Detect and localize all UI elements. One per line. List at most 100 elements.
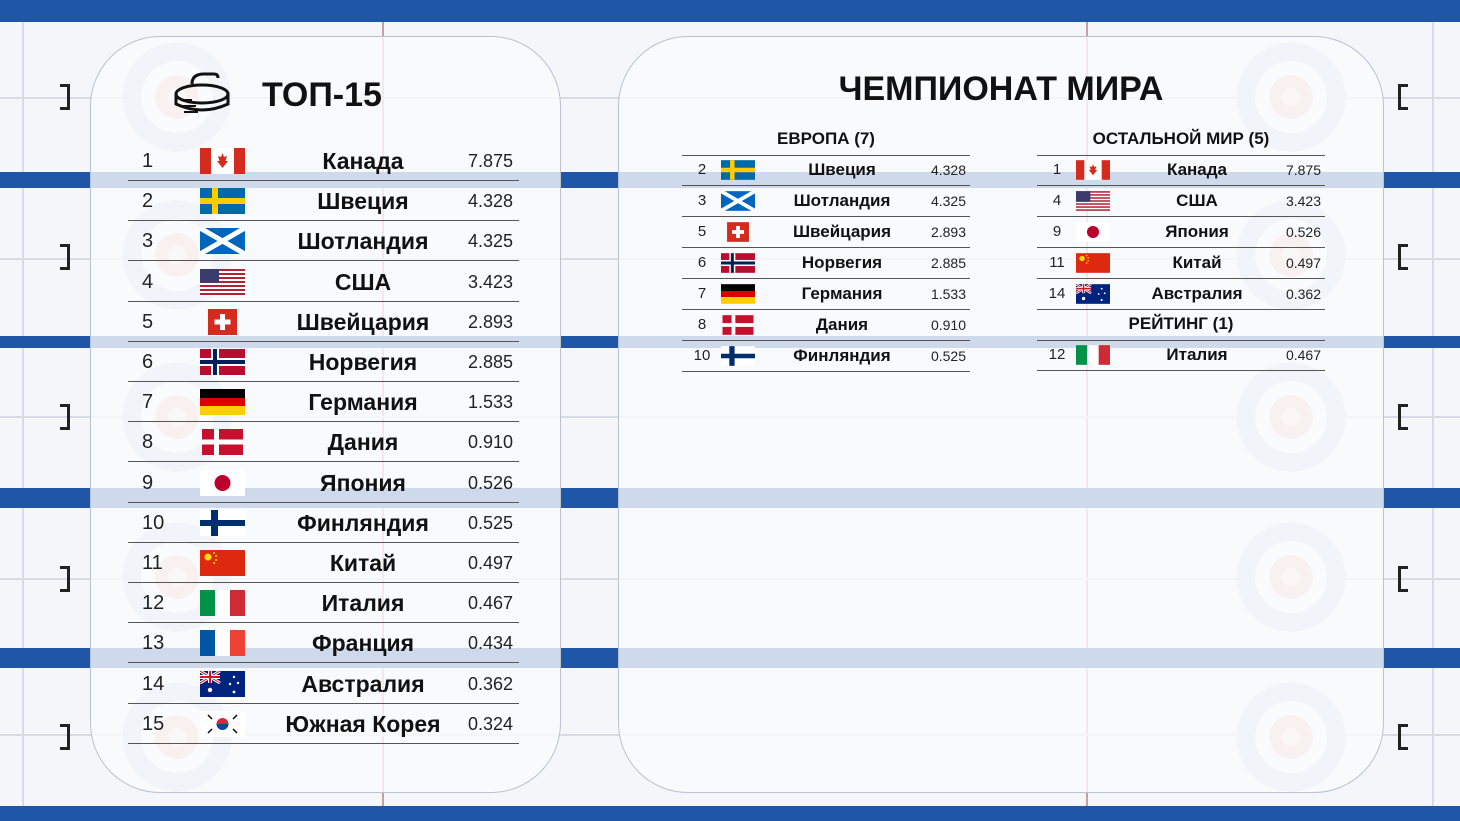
japan-flag-icon <box>1076 222 1110 242</box>
ranking-row: 2 Швеция 4.328 <box>682 155 970 186</box>
rank-number: 12 <box>142 592 165 615</box>
country-name: Дания <box>327 429 399 456</box>
rating-value: 3.423 <box>1285 193 1321 209</box>
switzerland-flag-icon <box>721 222 755 242</box>
group-top-rule <box>682 155 970 156</box>
ranking-row: 14 Австралия 0.362 <box>128 664 519 704</box>
country-name: Канада <box>1166 160 1227 179</box>
country-name: США <box>334 268 392 295</box>
canada-flag-icon <box>1076 160 1110 180</box>
denmark-flag-icon <box>721 315 755 335</box>
ranking-row: 11 Китай 0.497 <box>1037 248 1325 279</box>
finland-flag-icon <box>200 509 245 536</box>
rank-number: 2 <box>697 161 707 178</box>
rank-number: 9 <box>142 471 154 494</box>
country-name: Германия <box>801 284 883 303</box>
rating-value: 4.328 <box>467 191 513 212</box>
country-name: Финляндия <box>297 509 429 536</box>
rating-value: 3.423 <box>467 271 513 292</box>
rank-number: 4 <box>1052 192 1062 209</box>
ranking-row: 9 Япония 0.526 <box>1037 217 1325 248</box>
championship-title: ЧЕМПИОНАТ МИРА <box>838 70 1164 108</box>
sweden-flag-icon <box>721 160 755 180</box>
rating-value: 2.885 <box>930 255 966 271</box>
rank-number: 5 <box>697 223 707 240</box>
rating-value: 0.526 <box>1285 224 1321 240</box>
rating-value: 1.533 <box>930 286 966 302</box>
rank-number: 13 <box>142 632 165 655</box>
rating-value: 0.467 <box>1285 347 1321 363</box>
ranking-row: 11 Китай 0.497 <box>128 543 519 583</box>
scotland-flag-icon <box>200 228 245 255</box>
rating-group-title: РЕЙТИНГ (1) <box>1128 314 1234 333</box>
ranking-row: 15 Южная Корея 0.324 <box>128 704 519 744</box>
group-top-rule <box>1037 340 1325 341</box>
rating-value: 0.497 <box>1285 255 1321 271</box>
rating-value: 0.525 <box>467 512 513 533</box>
italy-flag-icon <box>1076 345 1110 365</box>
china-flag-icon <box>1076 253 1110 273</box>
ranking-row: 7 Германия 1.533 <box>128 382 519 423</box>
curling-stone-icon <box>172 70 232 118</box>
switzerland-flag-icon <box>200 308 245 335</box>
ranking-row: 2 Швеция 4.328 <box>128 181 519 222</box>
ranking-row: 5 Швейцария 2.893 <box>682 217 970 248</box>
rank-number: 7 <box>142 391 154 414</box>
ranking-row: 9 Япония 0.526 <box>128 463 519 503</box>
rating-value: 2.893 <box>467 311 513 332</box>
rating-value: 0.362 <box>467 673 513 694</box>
ranking-row: 8 Дания 0.910 <box>128 422 519 463</box>
rank-number: 9 <box>1052 223 1062 240</box>
denmark-flag-icon <box>200 429 245 456</box>
rank-number: 4 <box>142 270 154 293</box>
rank-number: 8 <box>142 431 154 454</box>
championship-panel <box>618 36 1384 793</box>
rating-value: 1.533 <box>467 392 513 413</box>
country-name: Норвегия <box>308 349 418 375</box>
usa-flag-icon <box>1076 191 1110 211</box>
norway-flag-icon <box>200 349 245 375</box>
rating-value: 4.328 <box>930 162 966 178</box>
ranking-row: 12 Италия 0.467 <box>128 583 519 624</box>
country-name: Германия <box>308 389 418 416</box>
rating-value: 0.910 <box>930 317 966 333</box>
country-name: Швейцария <box>792 222 892 241</box>
italy-flag-icon <box>200 590 245 617</box>
rank-number: 7 <box>697 285 707 302</box>
rank-number: 11 <box>142 552 163 574</box>
country-name: Австралия <box>301 670 425 697</box>
ranking-row: 3 Шотландия 4.325 <box>128 221 519 262</box>
australia-flag-icon <box>200 670 245 697</box>
norway-flag-icon <box>721 253 755 273</box>
rank-number: 11 <box>1049 254 1065 271</box>
ranking-row: 4 США 3.423 <box>128 262 519 302</box>
country-name: Дания <box>815 315 869 334</box>
ranking-row: 3 Шотландия 4.325 <box>682 186 970 217</box>
rating-value: 0.497 <box>467 553 513 573</box>
ranking-row: 7 Германия 1.533 <box>682 279 970 310</box>
country-name: Швейцария <box>296 308 430 335</box>
canada-flag-icon <box>200 148 245 174</box>
ranking-row: 10 Финляндия 0.525 <box>128 503 519 543</box>
ranking-row: 13 Франция 0.434 <box>128 623 519 664</box>
country-name: Китай <box>329 550 397 576</box>
rating-value: 0.910 <box>467 432 513 453</box>
rank-number: 12 <box>1048 346 1066 363</box>
rank-number: 3 <box>142 230 154 253</box>
rating-value: 7.875 <box>467 151 513 171</box>
ranking-row: 4 США 3.423 <box>1037 186 1325 217</box>
rating-value: 7.875 <box>1285 162 1321 178</box>
country-name: Норвегия <box>801 253 883 272</box>
country-name: Швеция <box>317 188 409 215</box>
china-flag-icon <box>200 550 245 576</box>
rating-value: 0.434 <box>467 633 513 654</box>
country-name: США <box>1176 191 1218 210</box>
rating-value: 0.526 <box>467 472 513 493</box>
country-name: Шотландия <box>793 191 891 210</box>
ranking-row: 14 Австралия 0.362 <box>1037 279 1325 310</box>
germany-flag-icon <box>721 284 755 304</box>
country-name: Италия <box>321 590 405 617</box>
rating-value: 0.324 <box>467 713 513 734</box>
rank-number: 1 <box>142 150 154 172</box>
country-name: Япония <box>320 469 406 496</box>
